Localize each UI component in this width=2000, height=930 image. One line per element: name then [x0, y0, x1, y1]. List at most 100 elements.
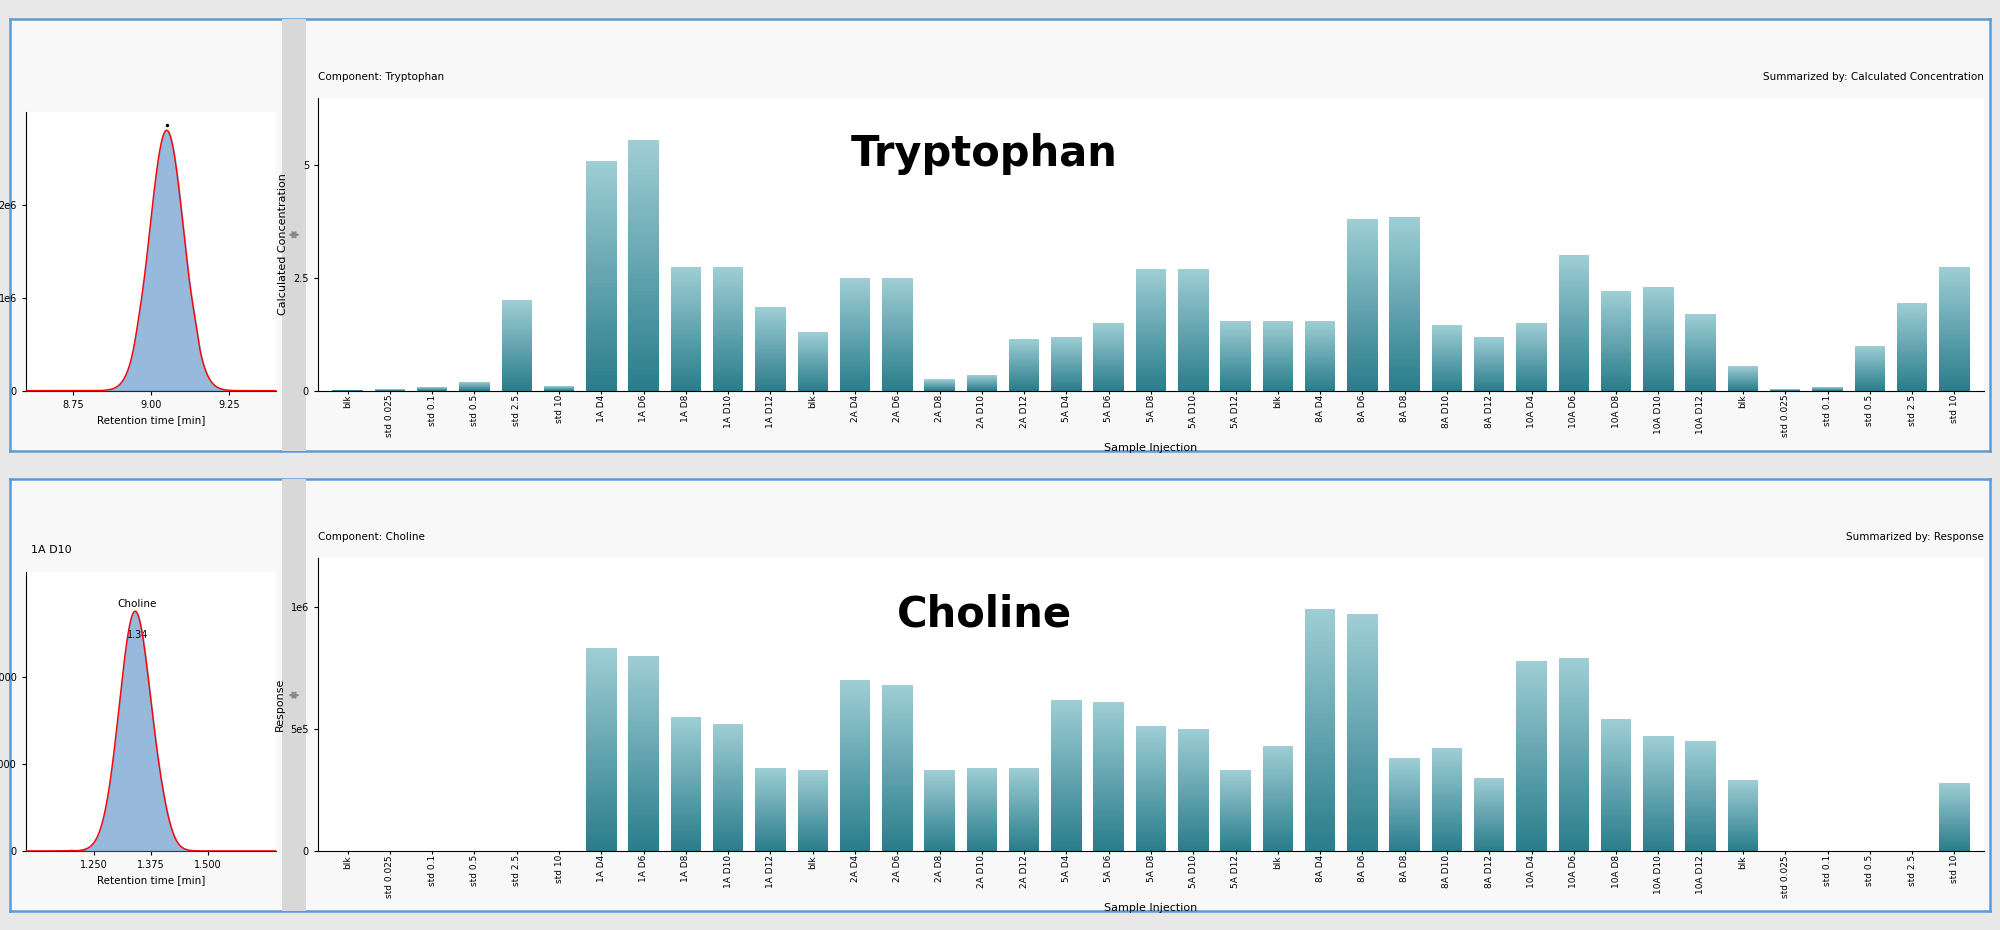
Bar — [1008, 806, 1040, 808]
Bar — [1136, 286, 1166, 287]
Bar — [756, 845, 786, 847]
Bar — [1136, 291, 1166, 293]
Bar — [1008, 814, 1040, 815]
Bar — [712, 785, 744, 788]
Bar — [924, 805, 954, 806]
Bar — [1644, 782, 1674, 784]
Bar — [628, 675, 658, 679]
Bar — [1600, 303, 1632, 305]
Bar — [798, 804, 828, 805]
Bar — [1304, 775, 1336, 778]
Bar — [670, 757, 702, 759]
Bar — [1940, 785, 1970, 786]
Bar — [1516, 826, 1546, 829]
Bar — [882, 286, 912, 287]
Bar — [840, 304, 870, 306]
Bar — [1178, 844, 1208, 847]
Bar — [882, 845, 912, 848]
Bar — [1390, 217, 1420, 220]
Bar — [1220, 777, 1250, 778]
Bar — [1558, 767, 1590, 771]
Bar — [1304, 613, 1336, 618]
Bar — [1178, 352, 1208, 354]
Bar — [1390, 339, 1420, 341]
Bar — [1516, 832, 1546, 835]
Bar — [1644, 753, 1674, 755]
Bar — [1262, 348, 1294, 349]
Bar — [1304, 678, 1336, 682]
Bar — [798, 362, 828, 363]
Bar — [670, 298, 702, 299]
Bar — [1052, 801, 1082, 803]
Bar — [882, 365, 912, 366]
Bar — [628, 295, 658, 299]
Bar — [1052, 844, 1082, 846]
Bar — [1178, 366, 1208, 368]
Bar — [840, 352, 870, 353]
Bar — [586, 345, 616, 349]
Bar — [1390, 341, 1420, 344]
Bar — [798, 358, 828, 359]
Bar — [502, 365, 532, 366]
Bar — [1220, 820, 1250, 821]
Bar — [1558, 370, 1590, 373]
Bar — [756, 790, 786, 791]
Text: ✤ ×: ✤ × — [284, 36, 302, 46]
Bar — [586, 291, 616, 295]
Bar — [586, 284, 616, 287]
Bar — [628, 211, 658, 216]
Bar — [1178, 389, 1208, 391]
Bar — [1600, 352, 1632, 354]
Bar — [1052, 715, 1082, 717]
Bar — [1220, 354, 1250, 355]
Bar — [1348, 305, 1378, 308]
Bar — [1686, 802, 1716, 804]
Bar — [1516, 328, 1546, 330]
Bar — [1094, 762, 1124, 764]
Bar — [1220, 784, 1250, 785]
Bar — [1262, 383, 1294, 385]
Bar — [924, 847, 954, 848]
Bar — [966, 779, 998, 780]
Bar — [1094, 735, 1124, 737]
Bar — [712, 370, 744, 372]
Bar — [1728, 829, 1758, 830]
Bar — [1304, 345, 1336, 346]
Bar — [1644, 757, 1674, 759]
Bar — [1094, 705, 1124, 707]
Bar — [798, 334, 828, 335]
Bar — [1008, 839, 1040, 840]
Bar — [1348, 222, 1378, 225]
Bar — [1052, 717, 1082, 720]
Bar — [1094, 809, 1124, 811]
Bar — [966, 796, 998, 797]
Bar — [1686, 315, 1716, 316]
Bar — [1896, 376, 1928, 378]
Bar — [1686, 787, 1716, 789]
Bar — [1600, 752, 1632, 754]
Bar — [1432, 373, 1462, 374]
Bar — [1644, 773, 1674, 775]
Bar — [1304, 327, 1336, 329]
Bar — [628, 799, 658, 802]
Bar — [670, 759, 702, 762]
Bar — [1600, 359, 1632, 361]
Bar — [840, 339, 870, 341]
Bar — [1644, 330, 1674, 332]
Bar — [1558, 751, 1590, 754]
Bar — [1432, 353, 1462, 354]
Bar — [798, 815, 828, 816]
Bar — [586, 172, 616, 176]
Bar — [1728, 794, 1758, 795]
Bar — [1220, 340, 1250, 341]
Bar — [1940, 819, 1970, 820]
Bar — [1896, 385, 1928, 386]
Bar — [1686, 323, 1716, 325]
Bar — [1644, 764, 1674, 767]
Bar — [1600, 325, 1632, 326]
Bar — [1094, 774, 1124, 777]
Bar — [1896, 352, 1928, 354]
Bar — [756, 794, 786, 796]
Bar — [670, 739, 702, 741]
Bar — [1600, 816, 1632, 818]
